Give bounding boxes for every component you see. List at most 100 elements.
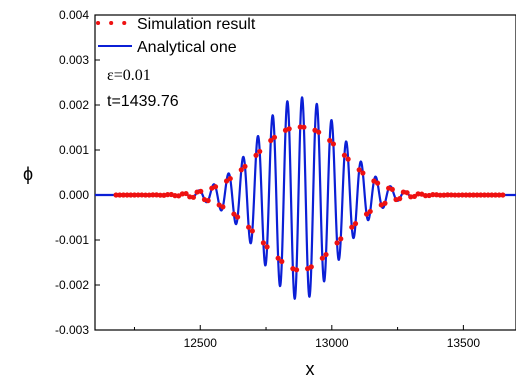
simulation-point	[338, 236, 344, 242]
simulation-point	[146, 192, 152, 198]
simulation-point	[183, 190, 189, 197]
simulation-point	[198, 188, 204, 194]
legend-simulation-label: Simulation result	[137, 16, 256, 33]
y-tick-label: -0.003	[55, 323, 89, 337]
x-tick-label: 13500	[447, 336, 481, 350]
simulation-point	[190, 194, 197, 200]
y-axis-title: ϕ	[23, 164, 33, 184]
plot-frame	[94, 14, 516, 331]
simulation-point	[441, 192, 447, 198]
legend-entry-simulation: Simulation result	[96, 16, 256, 33]
x-tick-label: 12500	[184, 336, 218, 350]
simulation-point	[205, 197, 211, 204]
simulation-point	[139, 192, 145, 198]
simulation-point	[389, 186, 395, 193]
simulation-point	[286, 126, 292, 132]
simulation-point	[437, 192, 443, 198]
simulation-point	[260, 240, 266, 246]
simulation-point	[363, 211, 370, 217]
simulation-point	[117, 192, 123, 198]
simulation-point	[456, 192, 462, 198]
simulation-point	[500, 192, 506, 198]
simulation-point	[470, 192, 476, 198]
simulation-point	[334, 240, 340, 246]
simulation-point	[319, 255, 325, 261]
y-tick-label: -0.001	[55, 233, 89, 247]
simulation-point	[352, 221, 359, 227]
simulation-point	[165, 192, 171, 198]
simulation-point	[124, 192, 130, 198]
simulation-point	[212, 184, 219, 190]
simulation-point	[223, 178, 230, 184]
simulation-point	[253, 152, 259, 158]
simulation-point	[297, 124, 303, 130]
epsilon-annotation: ε=0.01	[107, 67, 151, 84]
simulation-point	[316, 129, 322, 135]
simulation-point	[367, 208, 373, 215]
simulation-point	[238, 167, 244, 173]
simulation-point	[330, 141, 336, 147]
simulation-point	[478, 192, 484, 198]
simulation-point	[492, 192, 499, 198]
simulation-point	[293, 267, 300, 273]
simulation-point	[481, 192, 488, 198]
simulation-point	[172, 193, 178, 199]
simulation-point	[345, 156, 351, 162]
x-tick-label: 13000	[315, 336, 349, 350]
simulation-point	[430, 192, 436, 198]
simulation-point	[463, 192, 469, 198]
simulation-point	[496, 192, 502, 198]
legend: Simulation result Analytical one	[96, 16, 256, 56]
simulation-point	[308, 264, 314, 270]
simulation-point	[382, 200, 388, 206]
simulation-point	[349, 224, 355, 230]
x-axis: 12500 13000 13500	[133, 325, 481, 350]
simulation-point	[268, 137, 274, 144]
y-axis: -0.003 -0.002 -0.001 0.000 0.001 0.002 0.003 0.…	[55, 8, 100, 337]
simulation-point	[459, 192, 465, 198]
simulation-point	[279, 258, 285, 265]
simulation-point	[452, 192, 458, 198]
simulation-point	[128, 192, 134, 198]
simulation-point	[467, 192, 473, 198]
simulation-point	[135, 192, 141, 198]
simulation-point	[246, 224, 252, 230]
legend-analytical-label: Analytical one	[137, 39, 237, 56]
simulation-point	[264, 244, 270, 250]
y-tick-label: 0.004	[59, 8, 89, 22]
simulation-point	[448, 192, 454, 198]
simulation-point	[360, 170, 366, 176]
simulation-point	[323, 251, 329, 258]
simulation-point	[489, 192, 495, 198]
simulation-point	[157, 192, 163, 198]
simulation-point	[150, 192, 156, 198]
simulation-point	[231, 211, 237, 217]
simulation-point	[327, 137, 333, 144]
simulation-point	[257, 148, 263, 155]
y-tick-label: -0.002	[55, 278, 89, 292]
simulation-point	[242, 163, 248, 170]
simulation-point	[235, 214, 241, 220]
simulation-point	[356, 167, 362, 173]
simulation-point	[375, 180, 381, 186]
simulation-point	[120, 192, 127, 198]
simulation-point	[404, 190, 410, 196]
simulation-point	[341, 152, 348, 158]
legend-entry-analytical: Analytical one	[98, 39, 237, 56]
simulation-point	[113, 192, 119, 198]
simulation-point	[301, 124, 307, 130]
simulation-point	[422, 193, 429, 199]
simulation-point	[444, 192, 451, 198]
simulation-point	[275, 255, 281, 261]
simulation-point	[142, 192, 149, 198]
simulation-point	[271, 134, 278, 140]
simulation-point	[397, 196, 403, 202]
simulation-point	[249, 228, 255, 234]
y-tick-label: 0.001	[59, 143, 89, 157]
simulation-point	[485, 192, 491, 198]
y-tick-label: 0.003	[59, 53, 89, 67]
simulation-point	[227, 175, 233, 182]
series-layer	[95, 96, 516, 300]
y-tick-label: 0.000	[59, 188, 89, 202]
